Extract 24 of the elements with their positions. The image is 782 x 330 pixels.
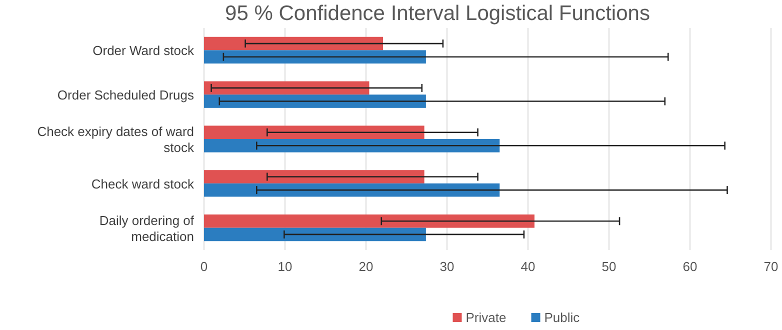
- bar: [204, 183, 500, 197]
- x-tick-label: 10: [278, 259, 292, 274]
- x-tick-label: 50: [602, 259, 616, 274]
- x-tick-label: 60: [682, 259, 698, 274]
- bar: [204, 170, 424, 184]
- y-tick-label: Check ward stock: [91, 176, 194, 192]
- y-tick-label: Order Ward stock: [92, 43, 194, 58]
- y-tick-label: Daily ordering of medication: [99, 212, 194, 244]
- legend-label: Private: [466, 310, 506, 325]
- x-tick-label: 20: [358, 259, 374, 274]
- chart-title: 95 % Confidence Interval Logistical Functions: [225, 2, 650, 25]
- y-tick-label: Check expiry dates of ward stock: [37, 124, 194, 155]
- bar: [204, 126, 424, 139]
- bar: [204, 81, 370, 95]
- x-tick-label: 40: [520, 259, 536, 274]
- legend-label: Public: [544, 310, 580, 325]
- x-tick-label: 30: [440, 259, 454, 274]
- bar: [204, 139, 500, 152]
- bar: [204, 36, 384, 50]
- bar: [204, 214, 534, 228]
- y-tick-label: Order Scheduled Drugs: [57, 88, 194, 103]
- bar: [204, 228, 426, 242]
- x-tick-label: 0: [200, 259, 208, 274]
- x-tick-label: 70: [764, 259, 778, 274]
